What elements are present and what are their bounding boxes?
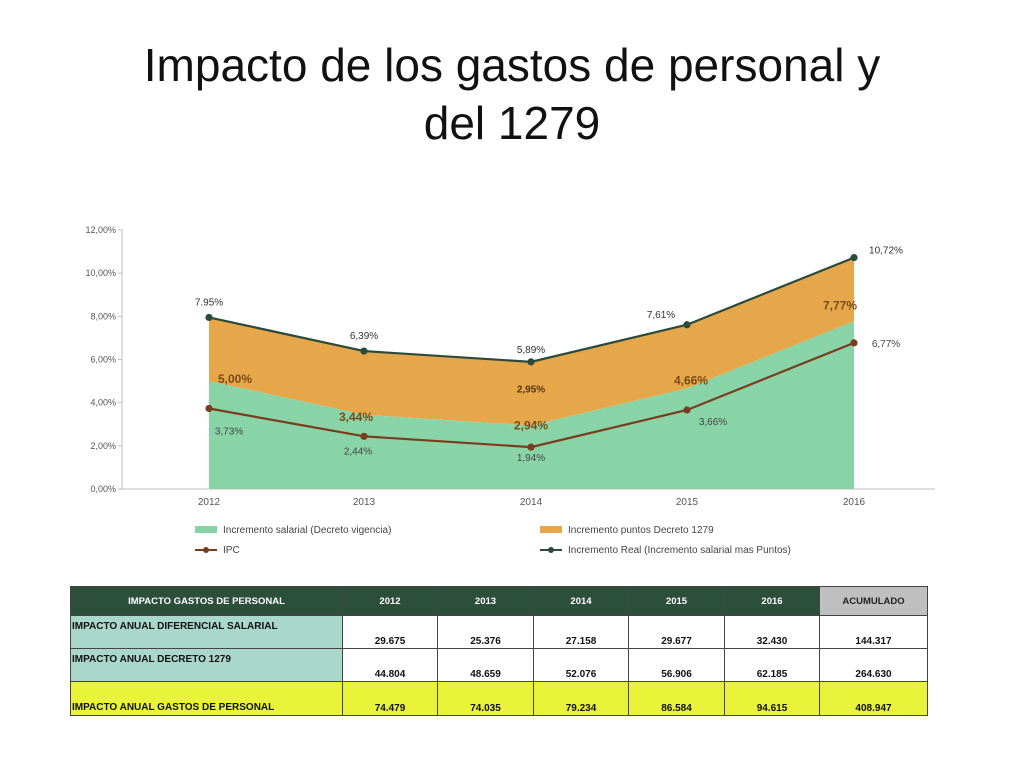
legend-label: Incremento puntos Decreto 1279 bbox=[568, 525, 714, 536]
marker-incremento-real bbox=[683, 321, 691, 329]
x-tick-label: 2013 bbox=[353, 497, 376, 508]
table-cell: 52.076 bbox=[533, 648, 629, 682]
y-tick-label: 10,00% bbox=[85, 268, 116, 278]
legend-marker bbox=[203, 547, 209, 553]
table-cell: 44.804 bbox=[342, 648, 438, 682]
table-cell: 74.479 bbox=[342, 681, 438, 716]
x-tick-label: 2012 bbox=[198, 497, 221, 508]
table-cell: 408.947 bbox=[819, 681, 928, 716]
table-cell: 48.659 bbox=[437, 648, 534, 682]
table-header-cell: IMPACTO GASTOS DE PERSONAL bbox=[70, 586, 343, 616]
y-tick-label: 8,00% bbox=[90, 311, 116, 321]
impacto-gastos-table: IMPACTO GASTOS DE PERSONAL 2012 2013 201… bbox=[70, 586, 928, 716]
table-cell: 86.584 bbox=[628, 681, 725, 716]
table-cell: 27.158 bbox=[533, 615, 629, 649]
table-header-cell: 2016 bbox=[724, 586, 820, 616]
legend-marker bbox=[548, 547, 554, 553]
table-cell: 29.677 bbox=[628, 615, 725, 649]
table-cell: 264.630 bbox=[819, 648, 928, 682]
data-label-ipc: 6,77% bbox=[872, 339, 900, 350]
slide-title-line-2: del 1279 bbox=[423, 97, 601, 149]
table-row-label: IMPACTO ANUAL DIFERENCIAL SALARIAL bbox=[70, 615, 343, 649]
marker-ipc bbox=[683, 406, 691, 414]
chart-data-labels: 7.95% 6,39% 5,89% 7,61% 10,72% 3,73% 2,44% 1,94… bbox=[195, 246, 903, 465]
table-cell: 32.430 bbox=[724, 615, 820, 649]
table-cell: 29.675 bbox=[342, 615, 438, 649]
chart-areas bbox=[209, 257, 854, 489]
table-cell: 74.035 bbox=[437, 681, 534, 716]
legend-swatch bbox=[195, 526, 217, 533]
data-label-incremento-puntos: 2,95% bbox=[517, 385, 545, 396]
table-header-cell: 2014 bbox=[533, 586, 629, 616]
marker-incremento-real bbox=[205, 313, 213, 322]
data-label-ipc: 1,94% bbox=[517, 453, 545, 464]
table-header-cell: 2015 bbox=[628, 586, 725, 616]
y-tick-label: 0,00% bbox=[90, 484, 116, 494]
area-line-chart: 0,00% 2,00% 4,00% 6,00% 8,00% 10,00% 12,00% 201… bbox=[85, 225, 935, 556]
area-incremento-salarial bbox=[209, 321, 854, 489]
marker-incremento-real bbox=[850, 254, 858, 262]
y-tick-label: 4,00% bbox=[90, 398, 116, 408]
data-label-incremento-salarial: 4,66% bbox=[674, 373, 708, 387]
table-row-label: IMPACTO ANUAL GASTOS DE PERSONAL bbox=[70, 681, 343, 716]
chart-lines bbox=[205, 254, 858, 451]
y-tick-label: 6,00% bbox=[90, 355, 116, 365]
y-tick-label: 2,00% bbox=[90, 441, 116, 451]
table-row-total: IMPACTO ANUAL GASTOS DE PERSONAL 74.479 … bbox=[70, 681, 928, 716]
table-cell: 79.234 bbox=[533, 681, 629, 716]
data-label-incremento-real: 10,72% bbox=[869, 246, 903, 257]
legend-label: Incremento Real (Incremento salarial mas… bbox=[568, 545, 791, 556]
slide-title: Impacto de los gastos de personal y del … bbox=[60, 36, 964, 152]
data-label-incremento-real: 7.95% bbox=[195, 297, 223, 308]
x-tick-label: 2014 bbox=[520, 497, 543, 508]
area-incremento-puntos bbox=[209, 257, 854, 426]
table-cell: 25.376 bbox=[437, 615, 534, 649]
x-tick-label: 2015 bbox=[676, 497, 699, 508]
data-label-incremento-salarial: 2,94% bbox=[514, 419, 548, 433]
data-label-ipc: 3,66% bbox=[699, 417, 727, 428]
table-cell: 62.185 bbox=[724, 648, 820, 682]
table-row: IMPACTO ANUAL DECRETO 1279 44.804 48.659… bbox=[70, 648, 928, 682]
table-header-cell: ACUMULADO bbox=[819, 586, 928, 616]
slide-title-line-1: Impacto de los gastos de personal y bbox=[143, 39, 881, 91]
data-label-incremento-real: 5,89% bbox=[517, 345, 545, 356]
table-header-row: IMPACTO GASTOS DE PERSONAL 2012 2013 201… bbox=[70, 586, 928, 616]
table-cell: 144.317 bbox=[819, 615, 928, 649]
table-row: IMPACTO ANUAL DIFERENCIAL SALARIAL 29.67… bbox=[70, 615, 928, 649]
data-label-incremento-salarial: 7,77% bbox=[823, 298, 857, 312]
chart-legend: Incremento salarial (Decreto vigencia) In… bbox=[195, 525, 791, 556]
table-cell: 94.615 bbox=[724, 681, 820, 716]
data-label-incremento-real: 7,61% bbox=[647, 310, 675, 321]
legend-label: Incremento salarial (Decreto vigencia) bbox=[223, 525, 391, 536]
marker-ipc bbox=[850, 339, 858, 347]
marker-ipc bbox=[205, 404, 213, 413]
legend-swatch bbox=[540, 526, 562, 533]
table-header-cell: 2013 bbox=[437, 586, 534, 616]
data-label-incremento-real: 6,39% bbox=[350, 331, 378, 342]
data-label-incremento-salarial: 5,00% bbox=[218, 372, 252, 386]
y-tick-label: 12,00% bbox=[85, 225, 116, 235]
x-tick-label: 2016 bbox=[843, 497, 866, 508]
marker-incremento-real bbox=[360, 347, 368, 355]
marker-incremento-real bbox=[527, 358, 535, 366]
marker-ipc bbox=[527, 443, 535, 451]
legend-label: IPC bbox=[223, 545, 240, 556]
table-row-label: IMPACTO ANUAL DECRETO 1279 bbox=[70, 648, 343, 682]
data-label-ipc: 3,73% bbox=[215, 426, 243, 437]
marker-ipc bbox=[360, 432, 368, 440]
data-label-ipc: 2,44% bbox=[344, 446, 372, 457]
table-header-cell: 2012 bbox=[342, 586, 438, 616]
data-label-incremento-salarial: 3,44% bbox=[339, 410, 373, 424]
table-cell: 56.906 bbox=[628, 648, 725, 682]
